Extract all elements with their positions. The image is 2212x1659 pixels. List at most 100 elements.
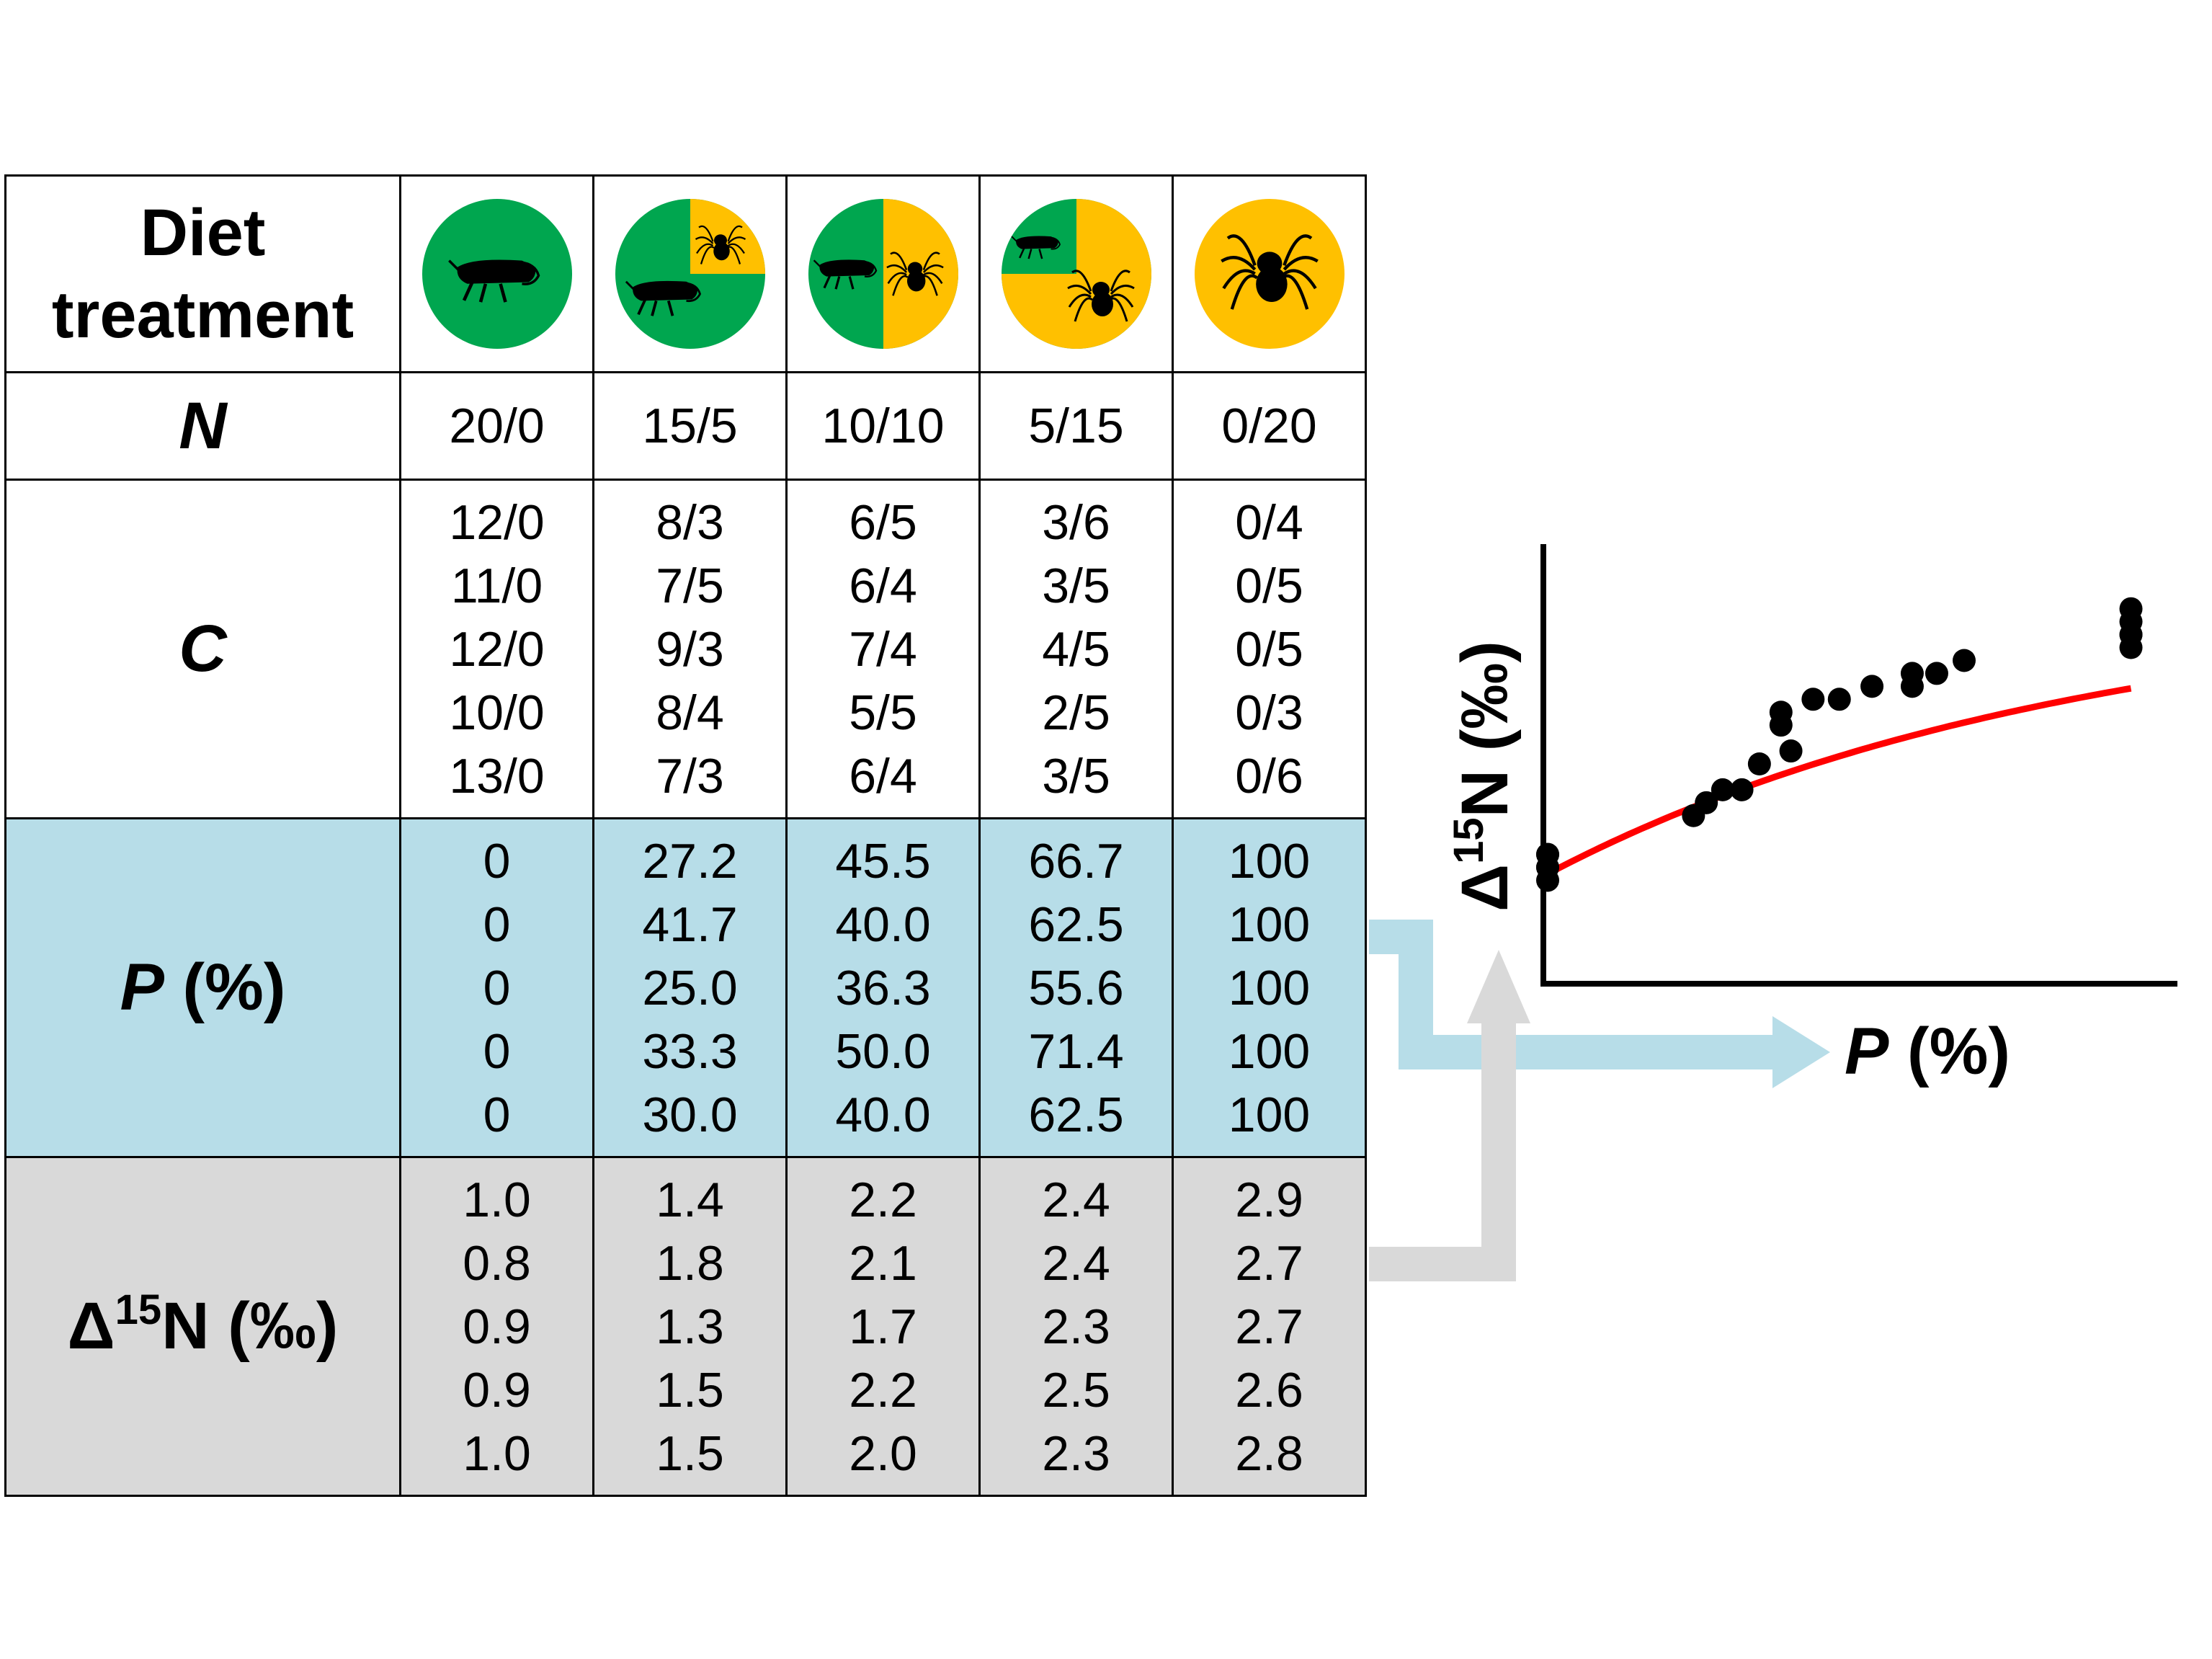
c-value: 12/0 <box>449 494 545 550</box>
data-point <box>1953 649 1976 672</box>
p-row-arrow-head <box>1772 1016 1830 1088</box>
p-value: 100 <box>1228 833 1311 889</box>
leafhopper-icon <box>813 259 877 290</box>
c-value: 7/4 <box>849 621 917 677</box>
data-point <box>1827 688 1851 711</box>
spider-only-icon <box>1194 199 1344 349</box>
delta-15n-value: 1.5 <box>656 1362 724 1418</box>
p-value: 33.3 <box>642 1023 738 1079</box>
y-axis-label-suffix: N (‰) <box>1448 641 1522 817</box>
p-value: 0 <box>483 1087 511 1142</box>
leafhopper-only-icon <box>422 199 572 349</box>
data-point <box>2119 610 2143 633</box>
delta-15n-value: 0.8 <box>463 1235 531 1291</box>
delta-15n-cell: 1.0 0.8 0.9 0.9 1.0 <box>399 1156 594 1497</box>
x-axis-label-unit: (%) <box>1888 1015 2010 1088</box>
spider-share <box>1001 199 1151 349</box>
p-value: 41.7 <box>642 897 738 952</box>
delta-15n-value: 1.3 <box>656 1299 724 1354</box>
p-cell: 45.5 40.0 36.3 50.0 40.0 <box>785 817 981 1158</box>
c-value: 3/5 <box>1042 748 1110 804</box>
p-value: 100 <box>1228 1023 1311 1079</box>
treatment-cell <box>978 174 1174 373</box>
data-point <box>1536 842 1559 866</box>
p-value: 27.2 <box>642 833 738 889</box>
c-value: 13/0 <box>449 748 545 804</box>
c-value: 0/5 <box>1235 558 1303 613</box>
delta-15n-value: 2.2 <box>849 1362 917 1418</box>
spider-share <box>690 199 765 274</box>
delta-15n-value: 0.9 <box>463 1362 531 1418</box>
delta-15n-value: 1.8 <box>656 1235 724 1291</box>
y-axis-label-superscript: 15 <box>1445 817 1492 864</box>
p-value: 66.7 <box>1028 833 1124 889</box>
treatment-cell <box>1172 174 1367 373</box>
c-value: 4/5 <box>1042 621 1110 677</box>
diet-treatment-header-line1: Diet <box>140 195 266 270</box>
y-axis-label: Δ15N (‰) <box>1445 641 1522 912</box>
data-point <box>1801 688 1825 711</box>
p-value: 0 <box>483 897 511 952</box>
data-point <box>1900 675 1924 698</box>
delta-15n-cell: 2.4 2.4 2.3 2.5 2.3 <box>978 1156 1174 1497</box>
n-cell: 20/0 <box>399 371 594 481</box>
delta-15n-cell: 2.9 2.7 2.7 2.6 2.8 <box>1172 1156 1367 1497</box>
data-points <box>1536 597 2143 892</box>
diet-treatment-header: Diet treatment <box>4 174 401 373</box>
p-value: 0 <box>483 833 511 889</box>
diet-treatment-header-line2: treatment <box>51 278 354 352</box>
p-row-arrow-shaft <box>1369 920 1772 1069</box>
half-leafhopper-half-spider-icon <box>808 199 958 349</box>
p-value: 0 <box>483 960 511 1015</box>
c-value: 2/5 <box>1042 685 1110 740</box>
p-header-unit: (%) <box>164 951 286 1025</box>
delta-15n-value: 2.2 <box>849 1172 917 1227</box>
c-value: 12/0 <box>449 621 545 677</box>
c-value: 3/6 <box>1042 494 1110 550</box>
p-value: 45.5 <box>835 833 931 889</box>
delta-15n-value: 2.9 <box>1235 1172 1303 1227</box>
c-value: 11/0 <box>450 558 543 613</box>
data-point <box>1779 739 1803 763</box>
c-value: 3/5 <box>1042 558 1110 613</box>
leafhopper-icon <box>447 259 540 303</box>
c-value: 6/5 <box>849 494 917 550</box>
delta-15n-row: Δ15N (‰) 1.0 0.8 0.9 0.9 1.0 1.4 1.8 1.3 1.5 1.5… <box>4 1156 1367 1497</box>
c-value: 6/4 <box>849 558 917 613</box>
n-cell: 15/5 <box>592 371 788 481</box>
delta-15n-value: 2.7 <box>1235 1235 1303 1291</box>
delta-15n-value: 2.8 <box>1235 1426 1303 1481</box>
c-value: 9/3 <box>656 621 724 677</box>
n-cell: 5/15 <box>978 371 1174 481</box>
spider-icon <box>1066 270 1135 322</box>
delta-15n-value: 2.1 <box>849 1235 917 1291</box>
p-value: 30.0 <box>642 1087 738 1142</box>
delta-15n-value: 2.6 <box>1235 1362 1303 1418</box>
c-cell: 0/4 0/5 0/5 0/3 0/6 <box>1172 479 1367 819</box>
p-value: 100 <box>1228 960 1311 1015</box>
n-cell: 0/20 <box>1172 371 1367 481</box>
delta-15n-value: 1.4 <box>656 1172 724 1227</box>
data-point <box>1682 804 1705 827</box>
delta-15n-value: 2.4 <box>1042 1172 1110 1227</box>
delta-15n-cell: 1.4 1.8 1.3 1.5 1.5 <box>592 1156 788 1497</box>
delta-15n-value: 2.3 <box>1042 1299 1110 1354</box>
p-value: 71.4 <box>1028 1023 1124 1079</box>
delta-15n-value: 1.0 <box>463 1426 531 1481</box>
p-header-symbol: P <box>120 951 164 1025</box>
data-point <box>2119 636 2143 659</box>
p-value: 100 <box>1228 1087 1311 1142</box>
c-cell: 12/0 11/0 12/0 10/0 13/0 <box>399 479 594 819</box>
p-header: P (%) <box>4 817 401 1158</box>
c-row: C 12/0 11/0 12/0 10/0 13/0 8/3 7/5 9/3 8/4 7/3 6… <box>4 479 1367 819</box>
p-value: 36.3 <box>835 960 931 1015</box>
delta-15n-value: 1.5 <box>656 1426 724 1481</box>
delta-15n-value: 1.7 <box>849 1299 917 1354</box>
p-value: 100 <box>1228 897 1311 952</box>
c-value: 0/6 <box>1235 748 1303 804</box>
delta-15n-header-superscript: 15 <box>115 1286 162 1334</box>
c-value: 7/3 <box>656 748 724 804</box>
c-value: 10/0 <box>449 685 545 740</box>
spider-icon <box>1220 234 1319 310</box>
spider-icon <box>886 252 944 296</box>
